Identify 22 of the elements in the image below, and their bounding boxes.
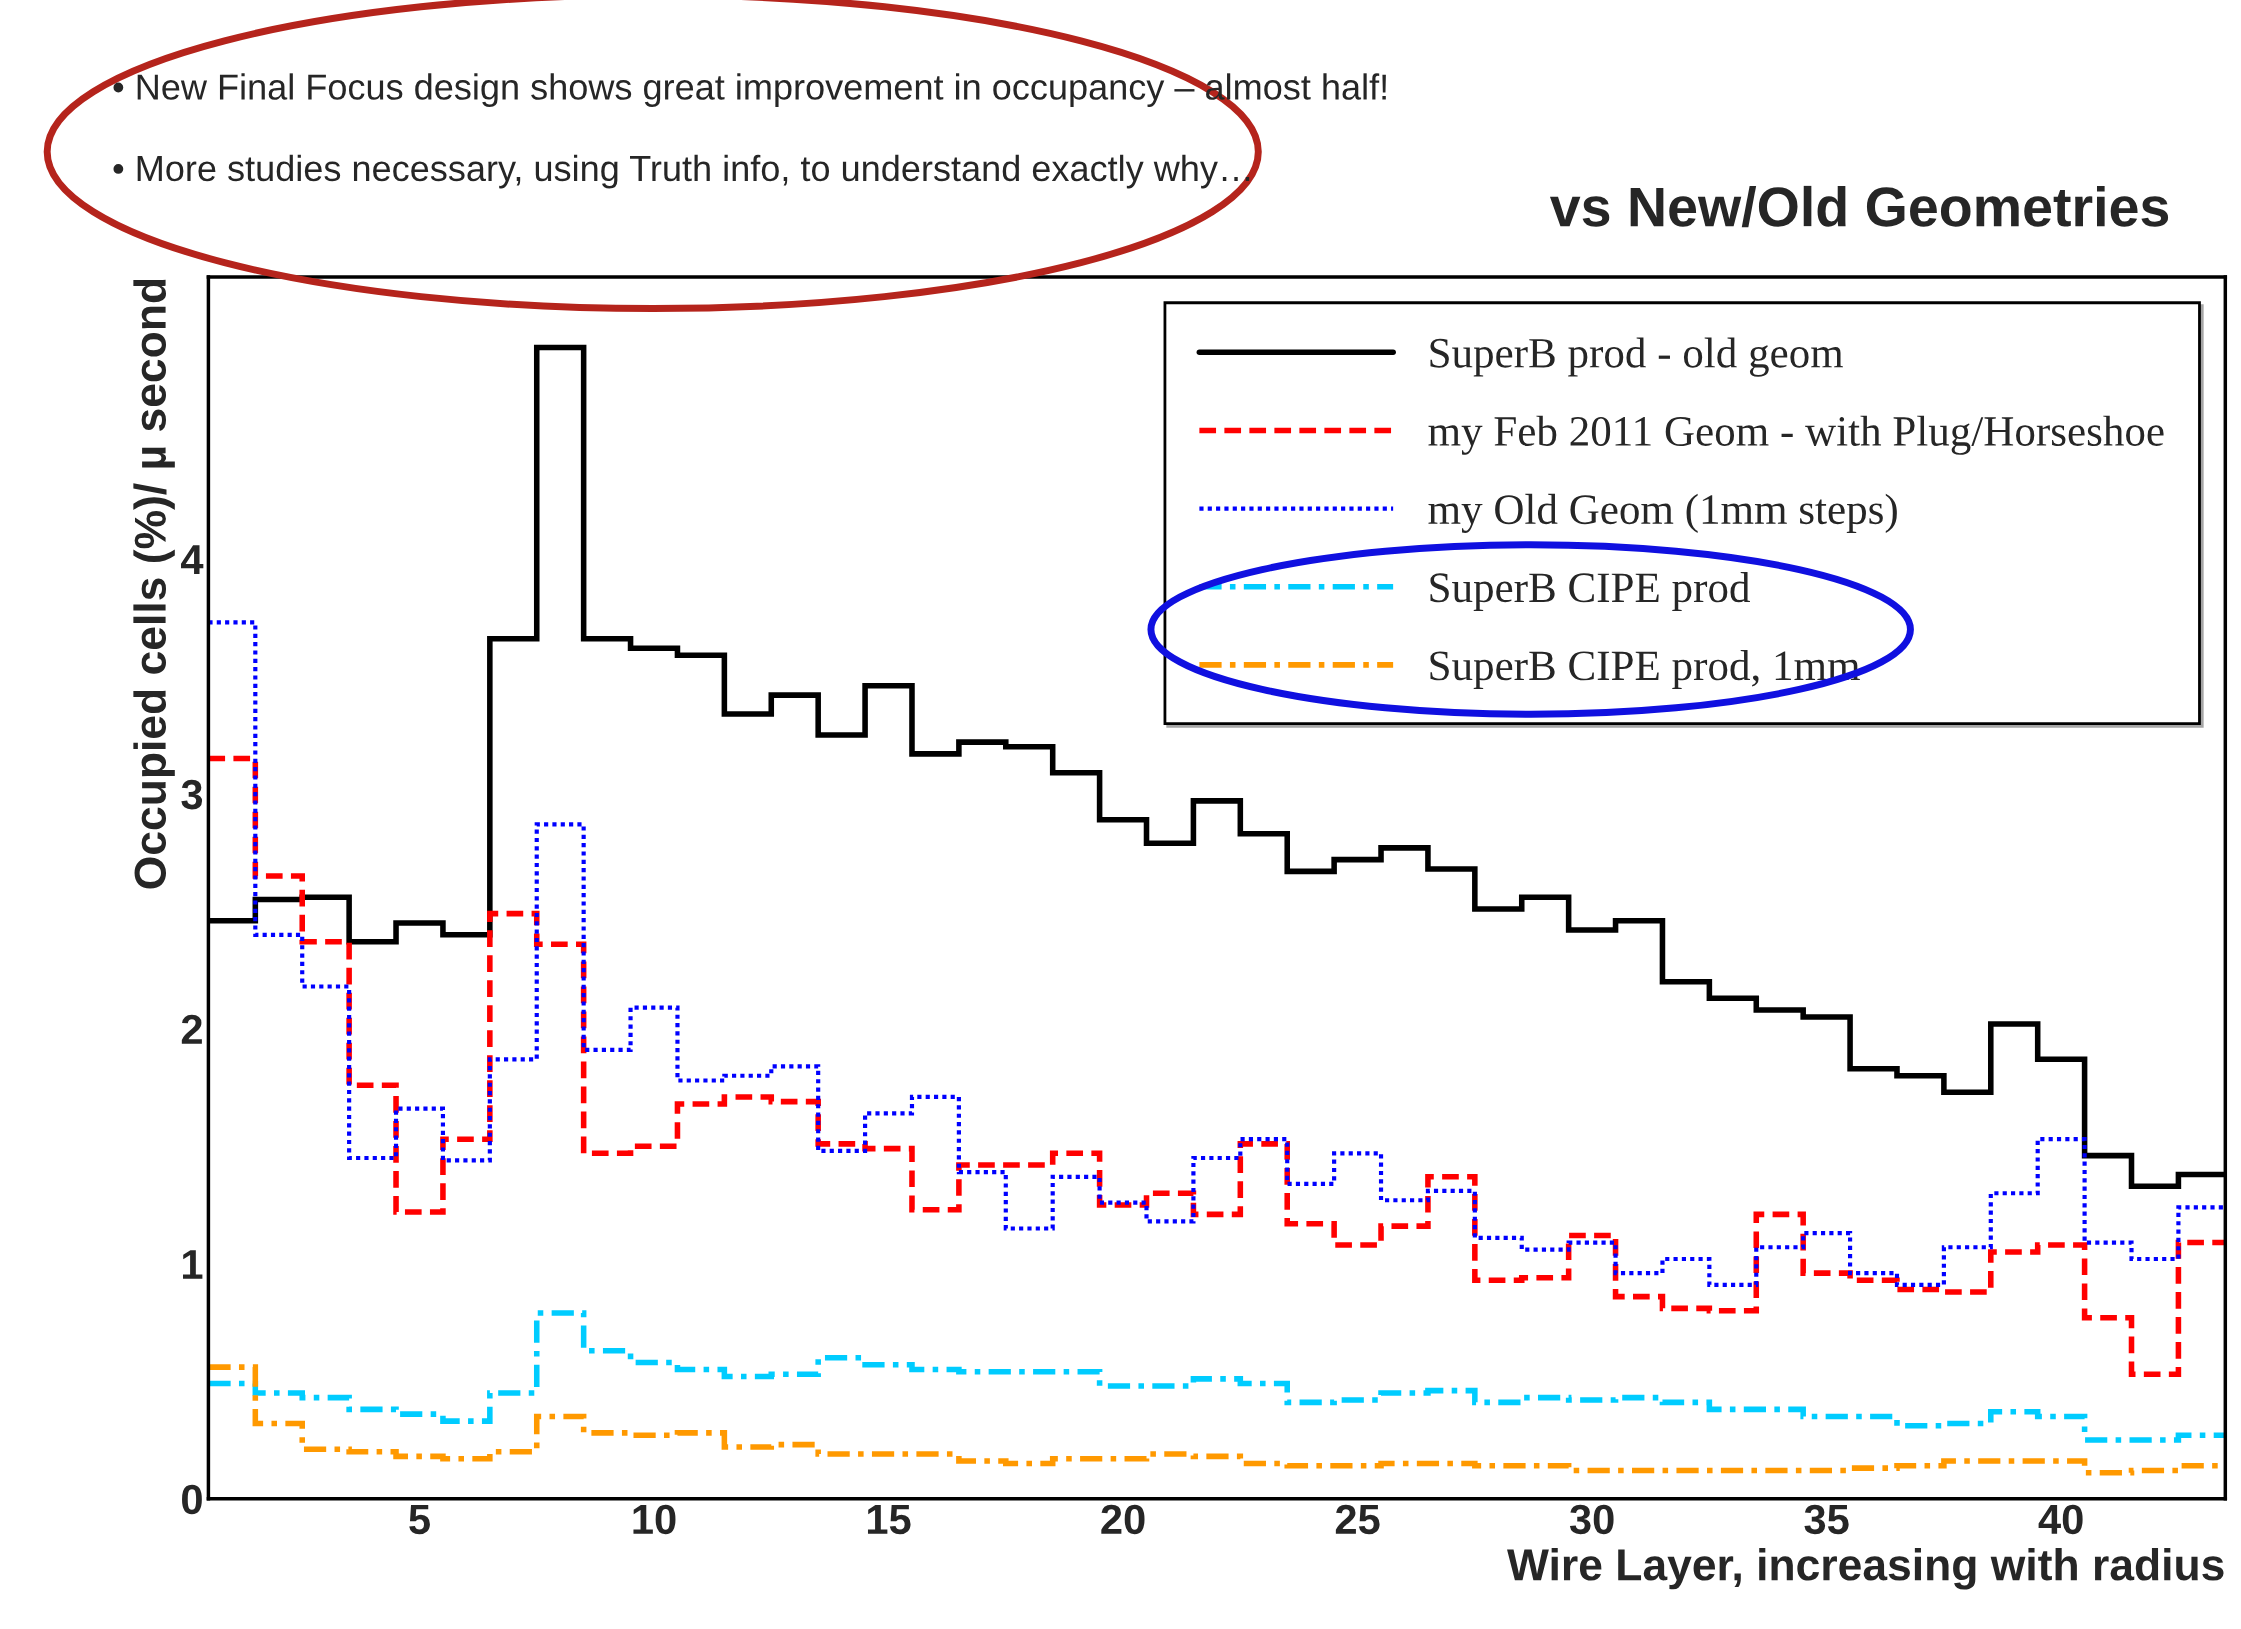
chart-title: vs New/Old Geometries: [1549, 185, 2169, 228]
x-axis-title: Wire Layer, increasing with radius: [1507, 1547, 2224, 1590]
x-tick-label: 40: [2038, 1504, 2083, 1535]
x-tick-label: 30: [1569, 1504, 1614, 1535]
y-tick-label: 2: [181, 1014, 202, 1044]
legend-label: SuperB prod - old geom: [1430, 337, 1844, 377]
x-tick-label: 35: [1804, 1504, 1849, 1535]
x-tick-label: 25: [1335, 1504, 1380, 1535]
y-tick-label: 0: [182, 1484, 202, 1515]
legend-label: SuperB CIPE prod: [1430, 572, 1750, 612]
y-tick-label: 4: [181, 545, 204, 574]
x-tick-label: 5: [409, 1505, 430, 1535]
y-axis-title: Occupied cells (%)/ µ second: [133, 279, 175, 889]
y-tick-label: 1: [183, 1250, 203, 1279]
text: • More studies necessary, using Truth info, to understand exactly why…: [113, 154, 1250, 189]
x-tick-label: 10: [633, 1504, 676, 1535]
legend-label: my Old Geom (1mm steps): [1428, 493, 1897, 533]
x-tick-label: 20: [1101, 1504, 1145, 1535]
x-tick-label: 15: [867, 1505, 911, 1535]
y-tick-label: 3: [181, 779, 203, 810]
text: • New Final Focus design shows great improvement in occupancy – almost half!: [113, 73, 1386, 107]
legend-label: my Feb 2011 Geom - with Plug/Horseshoe: [1428, 415, 2164, 455]
